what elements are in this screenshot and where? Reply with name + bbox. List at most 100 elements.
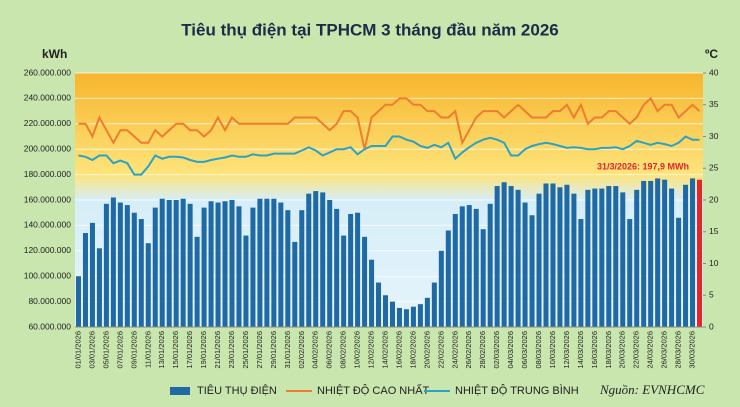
bar	[278, 202, 284, 327]
bar	[466, 205, 472, 327]
bar	[138, 219, 144, 327]
bar	[201, 207, 207, 327]
x-tick-label: 02/02/2026	[297, 331, 306, 369]
bar	[487, 203, 493, 327]
x-tick-label: 22/03/2026	[632, 331, 641, 369]
x-tick-label: 16/02/2026	[394, 331, 403, 369]
x-tick-label: 19/01/2026	[199, 331, 208, 369]
legend-label: NHIỆT ĐỘ CAO NHẤT	[317, 384, 430, 397]
y2-tick-label: 15	[709, 226, 719, 236]
x-tick-label: 16/03/2026	[590, 331, 599, 369]
bar	[494, 186, 500, 327]
x-tick-label: 06/02/2026	[325, 331, 334, 369]
bar	[355, 212, 361, 327]
bar	[641, 180, 647, 327]
x-tick-label: 31/01/2026	[283, 331, 292, 369]
x-tick-label: 11/01/2026	[143, 331, 152, 368]
bar	[690, 178, 696, 327]
y-tick-label: 200.000.000	[24, 143, 72, 153]
x-tick-label: 12/03/2026	[562, 331, 571, 369]
bar	[696, 179, 703, 327]
bar	[96, 248, 102, 327]
bar	[348, 213, 354, 327]
bar	[655, 178, 661, 327]
bar	[480, 229, 486, 327]
bar	[376, 282, 382, 327]
bar	[473, 208, 479, 327]
x-tick-label: 08/03/2026	[534, 331, 543, 369]
line	[78, 135, 700, 176]
y-tick-label: 120.000.000	[24, 245, 72, 255]
y-tick-label: 100.000.000	[24, 270, 72, 280]
y2-tick-label: 20	[709, 194, 719, 204]
bar	[145, 243, 151, 327]
x-tick-label: 25/01/2026	[241, 331, 250, 369]
x-tick-label: 27/01/2026	[255, 331, 264, 369]
bar	[187, 203, 193, 327]
line	[78, 96, 701, 150]
bar	[194, 236, 200, 327]
bar	[229, 200, 235, 327]
bar	[424, 297, 430, 327]
x-tick-label: 18/03/2026	[604, 331, 613, 369]
bar	[285, 210, 291, 327]
bar	[382, 295, 389, 327]
bar	[257, 198, 263, 327]
bar	[683, 184, 689, 327]
y2-tick-label: 30	[709, 131, 719, 141]
bar	[117, 202, 123, 327]
bar	[369, 259, 375, 327]
bar	[320, 192, 326, 327]
y-tick-label: 60.000.000	[28, 321, 71, 331]
y-axis-title: kWh	[42, 47, 67, 61]
y-tick-label: 160.000.000	[24, 194, 72, 204]
bar	[620, 192, 626, 327]
y2-tick-label: 40	[709, 67, 719, 77]
x-tick-label: 28/02/2026	[478, 331, 487, 369]
y2-tick-label: 10	[709, 258, 719, 268]
x-tick-label: 15/01/2026	[171, 331, 180, 369]
x-tick-label: 17/01/2026	[185, 331, 194, 369]
bar	[292, 241, 298, 327]
bar	[110, 197, 116, 327]
bar	[396, 307, 402, 327]
bar	[271, 198, 277, 327]
x-tick-label: 22/02/2026	[436, 331, 445, 369]
bar	[180, 198, 186, 327]
bar	[264, 198, 270, 327]
bar	[599, 188, 605, 327]
x-tick-label: 30/03/2026	[688, 331, 697, 369]
x-tick-label: 08/02/2026	[339, 331, 348, 369]
bar	[82, 233, 88, 327]
x-tick-label: 18/02/2026	[408, 331, 417, 369]
x-tick-label: 26/02/2026	[464, 331, 473, 369]
bar	[445, 230, 451, 327]
bar	[173, 200, 179, 327]
bar	[131, 212, 137, 327]
bar	[571, 193, 577, 327]
bar	[522, 202, 528, 327]
y2-axis-title: ºC	[705, 47, 718, 61]
bar	[578, 219, 584, 327]
x-tick-label: 05/01/2026	[101, 331, 110, 369]
x-tick-label: 01/01/2026	[73, 331, 82, 369]
bar	[536, 193, 542, 327]
x-tick-label: 03/01/2026	[87, 331, 96, 369]
x-tick-label: 09/01/2026	[129, 331, 138, 369]
legend-label: NHIỆT ĐỘ TRUNG BÌNH	[455, 384, 579, 397]
bar	[634, 189, 640, 327]
bar	[613, 186, 619, 327]
bar	[166, 200, 172, 327]
x-tick-label: 23/01/2026	[227, 331, 236, 369]
legend-swatch	[170, 387, 190, 395]
bar	[508, 186, 514, 327]
bar	[557, 187, 563, 327]
y2-tick-label: 5	[709, 290, 714, 300]
bar	[403, 309, 409, 327]
bar	[236, 206, 242, 327]
bar	[543, 183, 549, 327]
bar	[222, 201, 228, 327]
bar	[627, 219, 633, 327]
x-tick-label: 29/01/2026	[269, 331, 278, 369]
